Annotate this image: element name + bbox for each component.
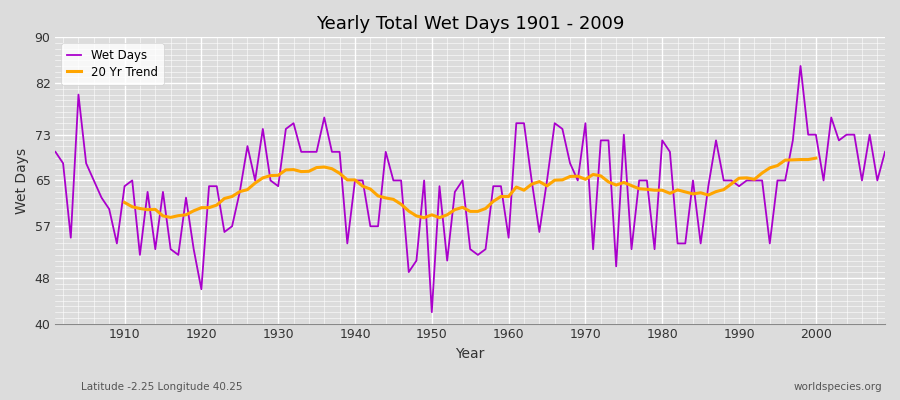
Wet Days (281, 126, 292, 131)
Wet Days (603, 138, 614, 143)
20 Yr Trend (711, 189, 722, 194)
Wet Days (503, 235, 514, 240)
20 Yr Trend (203, 205, 214, 210)
20 Yr Trend (803, 157, 814, 162)
Text: worldspecies.org: worldspecies.org (794, 382, 882, 392)
Wet Days (879, 150, 890, 154)
Legend: Wet Days, 20 Yr Trend: Wet Days, 20 Yr Trend (61, 43, 164, 84)
Y-axis label: Wet Days: Wet Days (15, 147, 29, 214)
Wet Days (795, 64, 806, 68)
20 Yr Trend (795, 157, 806, 162)
20 Yr Trend (418, 215, 429, 220)
Wet Days (511, 121, 522, 126)
20 Yr Trend (281, 168, 292, 172)
Wet Days (112, 241, 122, 246)
20 Yr Trend (811, 156, 822, 160)
Wet Days (427, 310, 437, 314)
Wet Days (50, 150, 61, 154)
Line: 20 Yr Trend: 20 Yr Trend (124, 158, 816, 218)
X-axis label: Year: Year (455, 347, 485, 361)
Title: Yearly Total Wet Days 1901 - 2009: Yearly Total Wet Days 1901 - 2009 (316, 15, 625, 33)
20 Yr Trend (296, 169, 307, 174)
Wet Days (327, 150, 338, 154)
Line: Wet Days: Wet Days (56, 66, 885, 312)
20 Yr Trend (119, 200, 130, 205)
Text: Latitude -2.25 Longitude 40.25: Latitude -2.25 Longitude 40.25 (81, 382, 242, 392)
